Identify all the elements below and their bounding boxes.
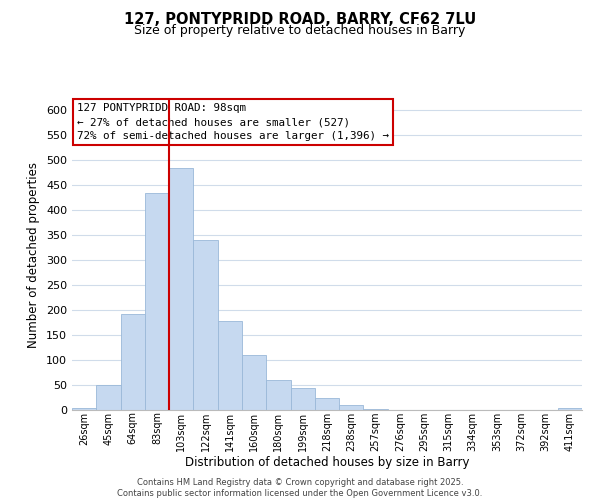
Bar bbox=[218, 321, 242, 410]
Bar bbox=[121, 314, 145, 410]
Bar bbox=[290, 388, 315, 410]
Bar bbox=[558, 408, 582, 410]
Bar bbox=[72, 408, 96, 410]
Text: 127 PONTYPRIDD ROAD: 98sqm
← 27% of detached houses are smaller (527)
72% of sem: 127 PONTYPRIDD ROAD: 98sqm ← 27% of deta… bbox=[77, 103, 389, 141]
Bar bbox=[266, 380, 290, 410]
Text: Size of property relative to detached houses in Barry: Size of property relative to detached ho… bbox=[134, 24, 466, 37]
Bar bbox=[339, 405, 364, 410]
Bar bbox=[242, 355, 266, 410]
Text: Contains HM Land Registry data © Crown copyright and database right 2025.
Contai: Contains HM Land Registry data © Crown c… bbox=[118, 478, 482, 498]
Bar bbox=[145, 192, 169, 410]
Y-axis label: Number of detached properties: Number of detached properties bbox=[28, 162, 40, 348]
Bar bbox=[315, 398, 339, 410]
Bar bbox=[193, 240, 218, 410]
Bar bbox=[169, 168, 193, 410]
X-axis label: Distribution of detached houses by size in Barry: Distribution of detached houses by size … bbox=[185, 456, 469, 469]
Text: 127, PONTYPRIDD ROAD, BARRY, CF62 7LU: 127, PONTYPRIDD ROAD, BARRY, CF62 7LU bbox=[124, 12, 476, 28]
Bar bbox=[364, 408, 388, 410]
Bar bbox=[96, 385, 121, 410]
